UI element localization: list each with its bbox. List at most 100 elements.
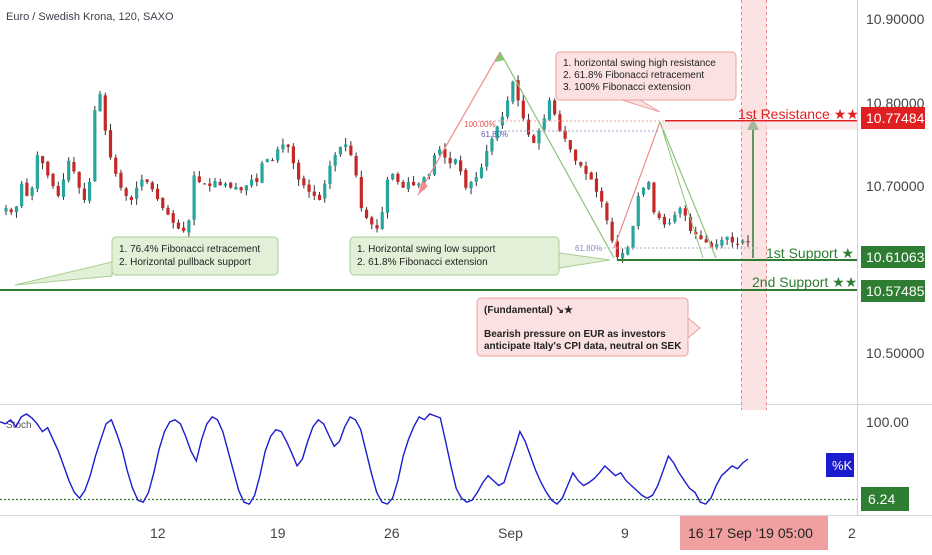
candle-body <box>328 165 332 184</box>
candle-body <box>260 163 264 183</box>
candle-body <box>67 160 71 181</box>
stoch-legend-badge <box>826 453 854 477</box>
candle-body <box>270 160 275 162</box>
candle-body <box>391 173 395 180</box>
candle-body <box>338 146 343 155</box>
callout-line: 2. 61.8% Fibonacci retracement <box>563 70 704 81</box>
candle-body <box>542 118 546 130</box>
resistance-price-tag-label: 10.77484 <box>866 110 925 126</box>
candle-body <box>720 239 724 246</box>
candle-body <box>568 140 572 150</box>
projection-arrow-head <box>495 52 505 62</box>
candle-body <box>626 247 630 255</box>
fundamental-title: (Fundamental) ↘★ <box>484 305 573 316</box>
candle-body <box>312 191 316 196</box>
callout-line: 3. 100% Fibonacci extension <box>563 82 691 93</box>
support2-price-tag <box>861 280 925 302</box>
candle-body <box>297 162 301 180</box>
candle-body <box>14 206 19 213</box>
candle-body <box>584 165 588 174</box>
candle-body <box>547 100 552 120</box>
candle-body <box>563 130 567 139</box>
time-tick-label: 26 <box>384 525 400 541</box>
candle-body <box>459 160 463 172</box>
candle-body <box>746 241 750 243</box>
candle-body <box>411 181 416 186</box>
candle-body <box>380 212 384 229</box>
candle-body <box>140 179 144 187</box>
candle-body <box>145 179 149 183</box>
candle-body <box>610 221 614 241</box>
price-tick-label: 10.70000 <box>866 178 925 194</box>
support-pullback-callout[interactable]: 1. 76.4% Fibonacci retracement 2. Horizo… <box>14 236 279 286</box>
callout-line: 1. Horizontal swing low support <box>357 244 496 255</box>
candle-body <box>51 173 55 187</box>
fundamental-callout[interactable]: (Fundamental) ↘★ Bearish pressure on EUR… <box>476 297 701 357</box>
candle-body <box>511 81 515 102</box>
stoch-tick-label: 100.00 <box>866 414 909 430</box>
candle-body <box>709 242 714 248</box>
candle-body <box>176 222 181 229</box>
candle-body <box>631 226 635 248</box>
fib-arrow-head <box>418 181 428 195</box>
candle-body <box>98 93 102 112</box>
candle-body <box>620 253 625 259</box>
callout-line: 2. 61.8% Fibonacci extension <box>357 257 488 268</box>
candle-body <box>155 188 160 200</box>
candle-body <box>323 183 327 199</box>
candle-body <box>61 179 66 197</box>
candle-body <box>35 155 39 189</box>
projection-leg-down <box>499 51 615 259</box>
price-tick-label: 10.90000 <box>866 11 925 27</box>
candle-body <box>730 236 734 243</box>
candle-body <box>516 80 520 101</box>
future-time-highlight <box>741 0 767 410</box>
stoch-value-label: 6.24 <box>868 491 895 507</box>
candle-body <box>364 209 369 218</box>
candle-body <box>281 144 285 150</box>
candle-body <box>82 188 86 200</box>
candle-body <box>600 190 604 202</box>
candle-body <box>490 138 494 152</box>
candle-body <box>485 150 489 167</box>
fib-leg-up-2 <box>613 121 661 249</box>
candle-body <box>694 231 698 235</box>
candle-body <box>359 177 363 209</box>
candle-body <box>432 155 437 175</box>
candle-body <box>652 182 656 213</box>
candle-body <box>333 155 337 166</box>
candle-body <box>715 244 719 248</box>
candle-body <box>124 188 128 196</box>
candle-body <box>317 194 322 200</box>
candle-body <box>25 182 29 196</box>
candle-body <box>4 208 8 212</box>
candle-body <box>265 159 269 162</box>
resistance-zone <box>662 121 857 130</box>
candle-body <box>521 100 525 119</box>
resistance-callout[interactable]: 1. horizontal swing high resistance 2. 6… <box>555 51 737 113</box>
candle-body <box>208 183 212 187</box>
candle-body <box>244 185 248 191</box>
candle-body <box>615 241 619 258</box>
stoch-k-line <box>0 413 749 506</box>
time-tick-label: 2 <box>848 525 856 541</box>
candle-body <box>668 222 672 224</box>
candle-body <box>114 157 118 174</box>
candle-body <box>422 177 426 186</box>
candle-body <box>370 217 374 225</box>
candle-body <box>302 178 306 186</box>
candle-body <box>40 156 45 164</box>
candle-body <box>197 176 201 183</box>
candle-body <box>307 184 311 192</box>
candle-body <box>108 130 113 158</box>
support1-level-label: 1st Support ★ <box>766 245 854 261</box>
time-tick-label: 19 <box>270 525 286 541</box>
resistance-level-label: 1st Resistance ★★ <box>738 106 859 122</box>
candle-body <box>573 149 578 161</box>
candle-body <box>344 144 348 148</box>
support-swing-low-callout[interactable]: 1. Horizontal swing low support 2. 61.8%… <box>349 236 611 276</box>
candle-body <box>537 130 541 144</box>
candle-body <box>182 227 186 231</box>
